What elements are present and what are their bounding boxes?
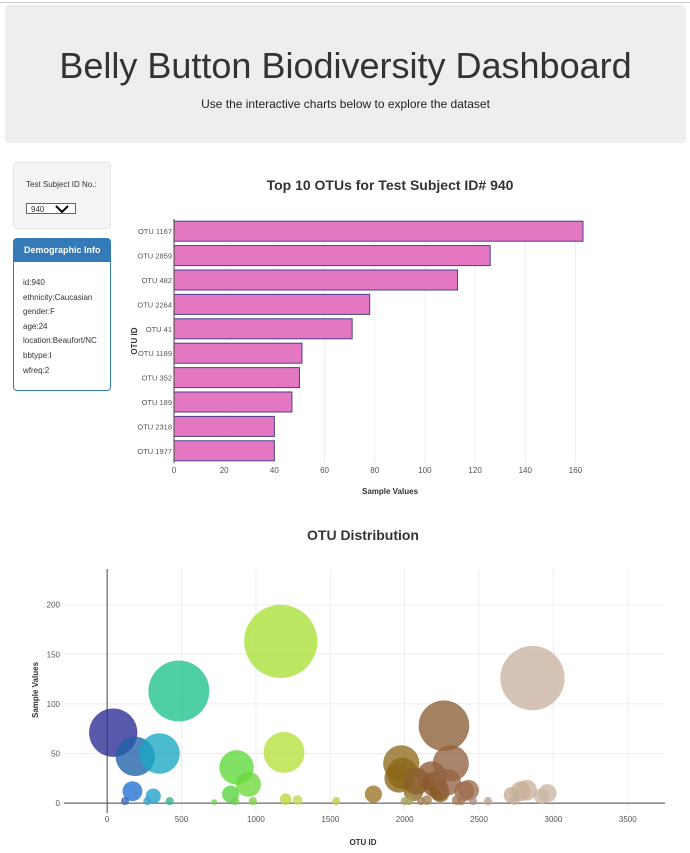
bubble-point	[139, 733, 180, 774]
chevron-down-icon	[55, 205, 69, 213]
bubble-point	[516, 779, 537, 801]
bubble-point	[509, 795, 520, 806]
bar-x-tick-label: 160	[569, 466, 583, 475]
bubble-x-tick-label: 1000	[247, 815, 265, 824]
bubble-point	[165, 797, 174, 806]
demographic-line: ethnicity:Caucasian	[23, 292, 93, 302]
bar-category-label: OTU 482	[142, 276, 172, 285]
bar-x-tick-label: 20	[220, 466, 229, 475]
bar-x-tick-label: 60	[320, 466, 329, 475]
bar-mark	[173, 391, 293, 413]
bar-mark	[173, 415, 275, 437]
demographic-info-panel: Demographic Info id:940 ethnicity:Caucas…	[13, 238, 111, 391]
subject-selector-label: Test Subject ID No.:	[26, 180, 97, 189]
bubble-point	[211, 799, 218, 805]
demographic-line: location:Beaufort/NC	[23, 336, 97, 346]
bubble-y-tick-label: 50	[51, 749, 60, 758]
demographic-info-body: id:940 ethnicity:Caucasian gender:F age:…	[14, 262, 110, 378]
bubble-y-axis-title: Sample Values	[31, 661, 40, 718]
bubble-point	[120, 797, 130, 806]
bubble-point	[143, 797, 152, 806]
bubble-point	[458, 779, 479, 801]
bar-mark	[173, 269, 459, 291]
bar-mark	[173, 318, 353, 340]
bar-category-label: OTU 1167	[138, 227, 172, 236]
bubble-x-tick-label: 3500	[619, 815, 637, 824]
bar-mark	[173, 440, 275, 462]
bubble-x-tick-label: 2500	[470, 815, 488, 824]
bubble-point	[483, 797, 493, 806]
page-title: Belly Button Biodiversity Dashboard	[59, 45, 632, 86]
bubble-x-axis-title: OTU ID	[349, 838, 376, 847]
bar-category-label: OTU 189	[142, 398, 172, 407]
bar-category-label: OTU 2859	[137, 252, 172, 261]
demographic-line: gender:F	[23, 307, 56, 317]
subject-selector-panel: Test Subject ID No.: 940	[13, 162, 111, 229]
bubble-point	[244, 604, 318, 679]
subject-id-value: 940	[31, 205, 45, 214]
bubble-point	[122, 781, 143, 802]
bubble-point	[248, 797, 257, 806]
bubble-point	[457, 797, 466, 806]
demographic-line: age:24	[23, 321, 48, 331]
bubble-point	[263, 732, 305, 773]
bubble-x-tick-label: 1500	[321, 815, 339, 824]
bubble-y-tick-label: 200	[47, 601, 61, 610]
bar-mark	[173, 220, 584, 242]
bubble-chart-title: OTU Distribution	[307, 527, 419, 543]
bar-y-axis-title: OTU ID	[130, 327, 139, 354]
bubble-x-tick-label: 0	[105, 815, 110, 824]
bar-x-tick-label: 40	[270, 466, 279, 475]
bubble-point	[279, 793, 292, 805]
bar-x-tick-label: 0	[172, 466, 177, 475]
bar-chart-title: Top 10 OTUs for Test Subject ID# 940	[267, 177, 514, 193]
demographic-line: wfreq:2	[23, 365, 50, 375]
bubble-point	[469, 797, 478, 806]
page-subtitle: Use the interactive charts below to expl…	[201, 97, 490, 111]
bubble-point	[405, 797, 414, 806]
demographic-line: bbtype:I	[23, 350, 52, 360]
bubble-point	[148, 660, 210, 722]
bubble-point	[292, 795, 303, 806]
demographic-line: id:940	[23, 278, 45, 287]
bubble-y-tick-label: 100	[47, 700, 61, 709]
bar-x-axis-title: Sample Values	[362, 487, 419, 496]
bubble-point	[533, 788, 550, 804]
bar-mark	[173, 342, 303, 364]
bar-category-label: OTU 2264	[137, 300, 172, 309]
bubble-point	[332, 797, 341, 806]
bar-category-label: OTU 1977	[137, 447, 172, 456]
bar-mark	[173, 245, 491, 267]
bubble-y-tick-label: 150	[47, 650, 61, 659]
bubble-y-tick-label: 0	[56, 799, 61, 808]
header-banner: Belly Button Biodiversity Dashboard Use …	[5, 5, 686, 143]
bubble-x-tick-label: 3000	[545, 815, 563, 824]
bubble-x-tick-label: 2000	[396, 815, 414, 824]
subject-id-select[interactable]: 940	[26, 203, 76, 214]
bar-mark	[173, 367, 300, 389]
bar-x-tick-label: 80	[370, 466, 379, 475]
bar-category-label: OTU 41	[146, 325, 172, 334]
demographic-info-title: Demographic Info	[14, 239, 110, 262]
top-border	[0, 2, 690, 3]
bar-x-tick-label: 100	[418, 466, 432, 475]
bar-category-label: OTU 352	[142, 374, 172, 383]
bubble-point	[364, 785, 383, 803]
bubble-point	[231, 797, 240, 806]
bar-x-tick-label: 120	[468, 466, 482, 475]
bar-category-label: OTU 2318	[137, 422, 172, 431]
bubble-point	[422, 795, 432, 806]
bubble-point	[418, 700, 470, 752]
bubble-x-tick-label: 500	[175, 815, 189, 824]
bar-x-tick-label: 140	[519, 466, 533, 475]
bubble-point	[235, 771, 261, 797]
bubble-point	[434, 769, 461, 796]
bubble-point	[500, 645, 565, 711]
bar-category-label: OTU 1189	[138, 349, 172, 358]
bar-mark	[173, 293, 371, 315]
